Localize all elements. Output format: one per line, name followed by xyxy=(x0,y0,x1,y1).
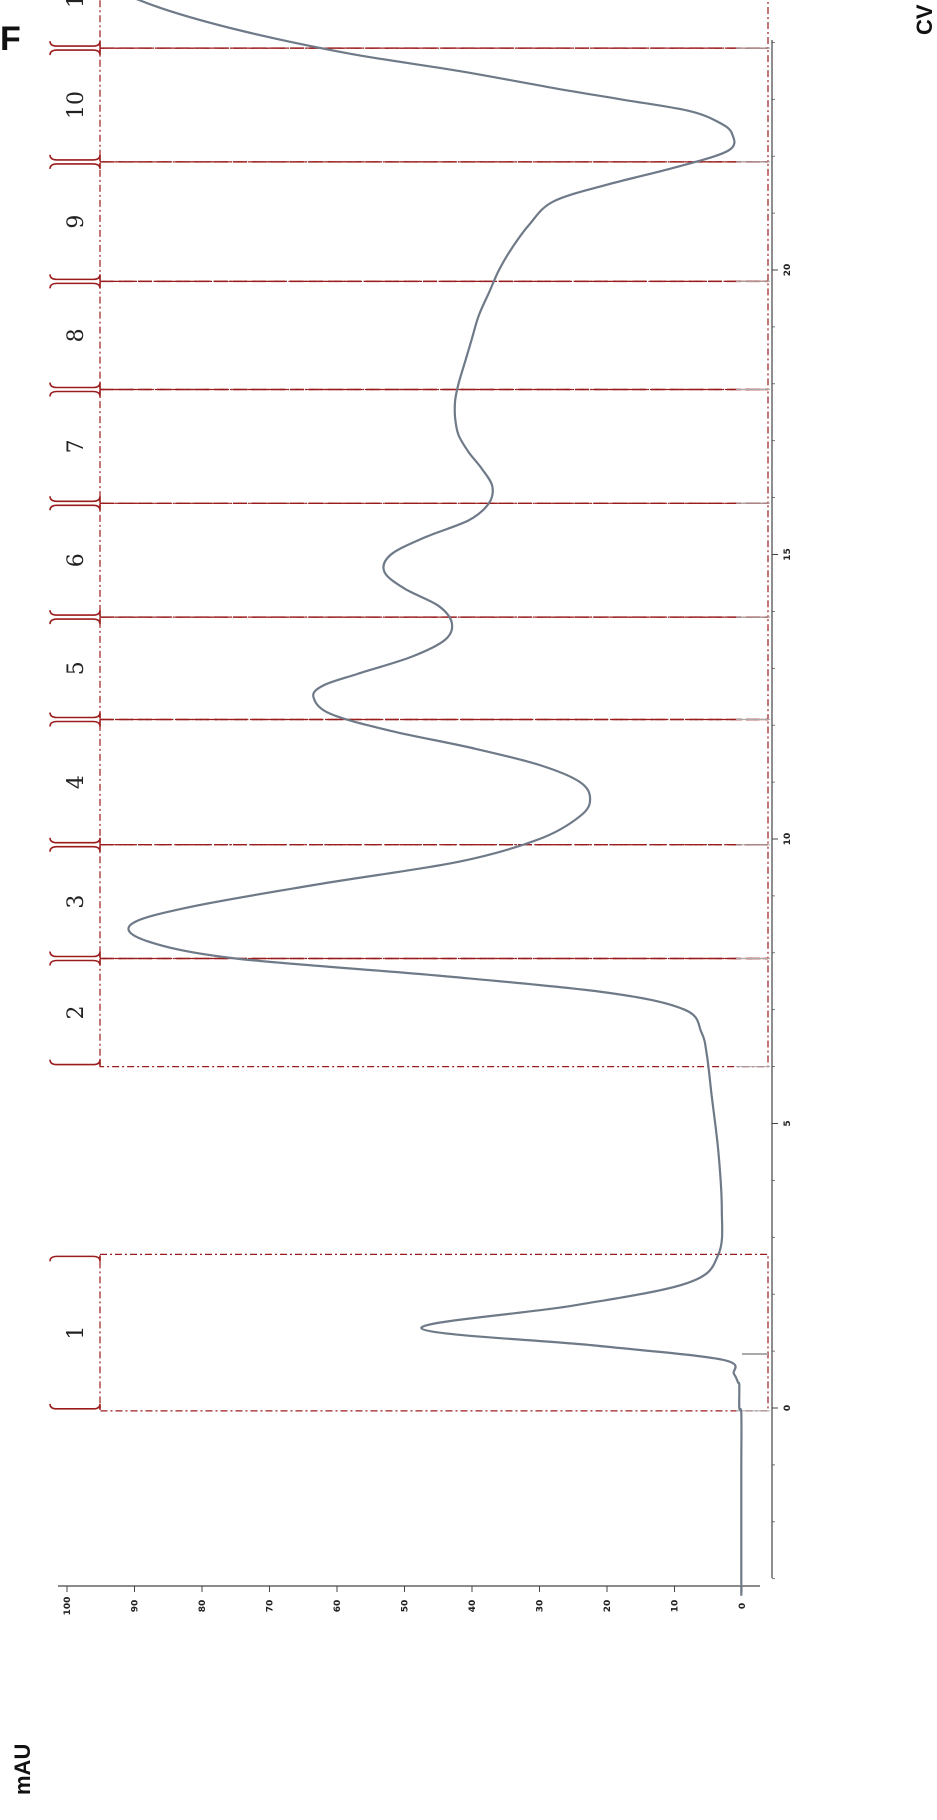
fraction-label-group: 1 xyxy=(64,1326,89,1340)
fraction-label-group: 3 xyxy=(64,895,89,909)
y-tick-group: 40 xyxy=(468,1600,478,1613)
y-axis-label: mAU xyxy=(10,1744,35,1795)
fraction-bracket xyxy=(49,49,101,161)
fraction-label: 5 xyxy=(64,661,89,675)
fraction-box xyxy=(99,280,769,391)
x-tick-label: 0 xyxy=(783,1405,793,1411)
fraction-label: 1 xyxy=(64,1326,89,1340)
fraction-bracket xyxy=(49,282,101,389)
fraction-box xyxy=(99,616,769,721)
trace-layer xyxy=(127,0,743,1596)
absorbance-trace xyxy=(127,0,743,1596)
y-tick-group: 20 xyxy=(603,1600,613,1613)
fraction-box xyxy=(99,502,769,618)
fraction-label: 4 xyxy=(64,775,89,789)
fraction-label: 2 xyxy=(64,1006,89,1020)
y-tick-group: 90 xyxy=(131,1600,141,1613)
panel-letter: F xyxy=(0,20,21,58)
y-tick-group: 10 xyxy=(671,1600,681,1613)
fraction-label: 6 xyxy=(64,553,89,567)
fraction-label: 3 xyxy=(64,895,89,909)
fraction-bracket xyxy=(49,959,101,1066)
fraction-bracket xyxy=(49,41,101,48)
fraction-box xyxy=(99,388,769,504)
x-tick-group: 20 xyxy=(783,264,793,277)
y-tick-label: 40 xyxy=(468,1600,478,1613)
fraction-label-group: 7 xyxy=(64,439,89,453)
y-tick-group: 0 xyxy=(738,1603,748,1609)
fraction-box xyxy=(99,0,769,49)
y-tick-label: 70 xyxy=(266,1600,276,1613)
fraction-label-group: 2 xyxy=(64,1006,89,1020)
fraction-bracket xyxy=(49,390,101,503)
y-tick-label: 100 xyxy=(63,1597,73,1616)
fraction-label-group: 11 xyxy=(64,0,89,8)
fraction-label-group: 4 xyxy=(64,775,89,789)
fraction-label-group: 8 xyxy=(64,328,89,342)
fraction-box xyxy=(99,1253,769,1412)
fraction-label: 9 xyxy=(64,215,89,229)
y-tick-group: 100 xyxy=(63,1597,73,1616)
x-tick-label: 5 xyxy=(783,1120,793,1126)
fraction-bracket xyxy=(49,845,101,958)
axes-layer: 05101520253035400102030405060708090100 xyxy=(58,40,793,1616)
fraction-label-group: 9 xyxy=(64,215,89,229)
fraction-label: 7 xyxy=(64,439,89,453)
fraction-bracket xyxy=(49,720,101,844)
x-tick-group: 10 xyxy=(783,833,793,846)
fraction-box xyxy=(99,47,769,163)
y-tick-group: 60 xyxy=(333,1600,343,1613)
fraction-label: 10 xyxy=(64,91,89,119)
y-tick-label: 90 xyxy=(131,1600,141,1613)
y-tick-group: 30 xyxy=(536,1600,546,1613)
y-tick-group: 50 xyxy=(401,1600,411,1613)
y-tick-label: 20 xyxy=(603,1600,613,1613)
x-tick-group: 5 xyxy=(783,1120,793,1126)
fraction-label-group: 5 xyxy=(64,661,89,675)
y-tick-group: 70 xyxy=(266,1600,276,1613)
fraction-label-group: 10 xyxy=(64,91,89,119)
fraction-box xyxy=(99,161,769,282)
y-tick-label: 0 xyxy=(738,1603,748,1609)
y-tick-label: 50 xyxy=(401,1600,411,1613)
fraction-bracket xyxy=(49,1255,101,1410)
y-tick-group: 80 xyxy=(198,1600,208,1613)
x-tick-label: 10 xyxy=(783,833,793,846)
fraction-bracket xyxy=(49,162,101,281)
fraction-label: 8 xyxy=(64,328,89,342)
y-tick-label: 30 xyxy=(536,1600,546,1613)
x-axis-label: CV xyxy=(912,4,937,35)
y-tick-label: 10 xyxy=(671,1600,681,1613)
x-tick-label: 20 xyxy=(783,264,793,277)
fraction-box xyxy=(99,718,769,846)
fraction-box xyxy=(99,844,769,960)
fraction-layer: 1234567891011121314151617 xyxy=(49,0,770,1412)
fraction-bracket xyxy=(49,618,101,719)
x-tick-label: 15 xyxy=(783,548,793,561)
y-tick-label: 80 xyxy=(198,1600,208,1613)
fraction-bracket xyxy=(49,504,101,617)
x-tick-group: 15 xyxy=(783,548,793,561)
x-tick-group: 0 xyxy=(783,1405,793,1411)
fraction-label: 11 xyxy=(64,0,89,8)
y-tick-label: 60 xyxy=(333,1600,343,1613)
fraction-label-group: 6 xyxy=(64,553,89,567)
